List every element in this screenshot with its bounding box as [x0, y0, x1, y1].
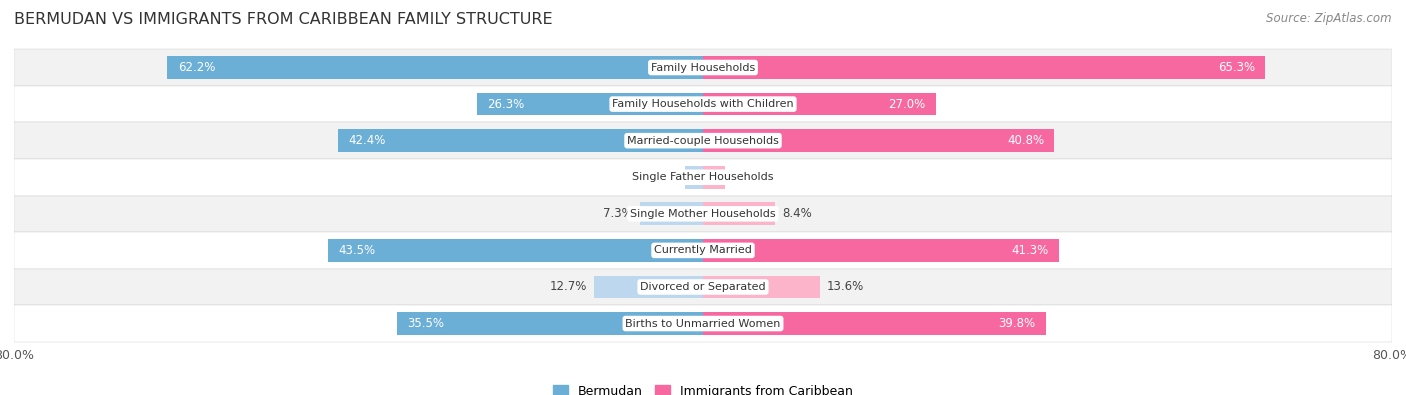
Bar — [14, 159, 1392, 196]
Legend: Bermudan, Immigrants from Caribbean: Bermudan, Immigrants from Caribbean — [548, 380, 858, 395]
Text: Divorced or Separated: Divorced or Separated — [640, 282, 766, 292]
Bar — [477, 93, 703, 115]
Text: 35.5%: 35.5% — [408, 317, 444, 330]
Text: 43.5%: 43.5% — [339, 244, 375, 257]
Text: Source: ZipAtlas.com: Source: ZipAtlas.com — [1267, 12, 1392, 25]
Text: Married-couple Households: Married-couple Households — [627, 135, 779, 146]
Text: Family Households with Children: Family Households with Children — [612, 99, 794, 109]
Text: 27.0%: 27.0% — [889, 98, 925, 111]
Text: 2.5%: 2.5% — [731, 171, 761, 184]
Bar — [337, 129, 703, 152]
Text: 62.2%: 62.2% — [177, 61, 215, 74]
Bar — [14, 232, 1392, 269]
Bar — [685, 166, 703, 188]
Text: Single Father Households: Single Father Households — [633, 172, 773, 182]
Bar — [703, 203, 775, 225]
Bar — [14, 86, 1392, 122]
Text: 42.4%: 42.4% — [349, 134, 385, 147]
Text: 12.7%: 12.7% — [550, 280, 586, 293]
Text: 65.3%: 65.3% — [1218, 61, 1256, 74]
Bar — [703, 56, 1265, 79]
Text: Births to Unmarried Women: Births to Unmarried Women — [626, 318, 780, 329]
Text: BERMUDAN VS IMMIGRANTS FROM CARIBBEAN FAMILY STRUCTURE: BERMUDAN VS IMMIGRANTS FROM CARIBBEAN FA… — [14, 12, 553, 27]
Bar — [398, 312, 703, 335]
Bar — [703, 93, 935, 115]
Bar — [14, 269, 1392, 305]
Bar — [14, 196, 1392, 232]
Text: 26.3%: 26.3% — [486, 98, 524, 111]
Bar — [14, 305, 1392, 342]
Bar — [593, 276, 703, 298]
Text: 13.6%: 13.6% — [827, 280, 865, 293]
Bar — [640, 203, 703, 225]
Bar — [703, 129, 1054, 152]
Bar — [703, 276, 820, 298]
Text: Family Households: Family Households — [651, 62, 755, 73]
Text: 41.3%: 41.3% — [1011, 244, 1049, 257]
Bar — [167, 56, 703, 79]
Text: 7.3%: 7.3% — [603, 207, 633, 220]
Text: 39.8%: 39.8% — [998, 317, 1035, 330]
Bar — [14, 49, 1392, 86]
Bar — [329, 239, 703, 262]
Bar — [14, 122, 1392, 159]
Text: Currently Married: Currently Married — [654, 245, 752, 256]
Text: 40.8%: 40.8% — [1007, 134, 1045, 147]
Bar — [703, 312, 1046, 335]
Text: 2.1%: 2.1% — [648, 171, 678, 184]
Bar — [703, 239, 1059, 262]
Text: Single Mother Households: Single Mother Households — [630, 209, 776, 219]
Text: 8.4%: 8.4% — [782, 207, 813, 220]
Bar — [703, 166, 724, 188]
